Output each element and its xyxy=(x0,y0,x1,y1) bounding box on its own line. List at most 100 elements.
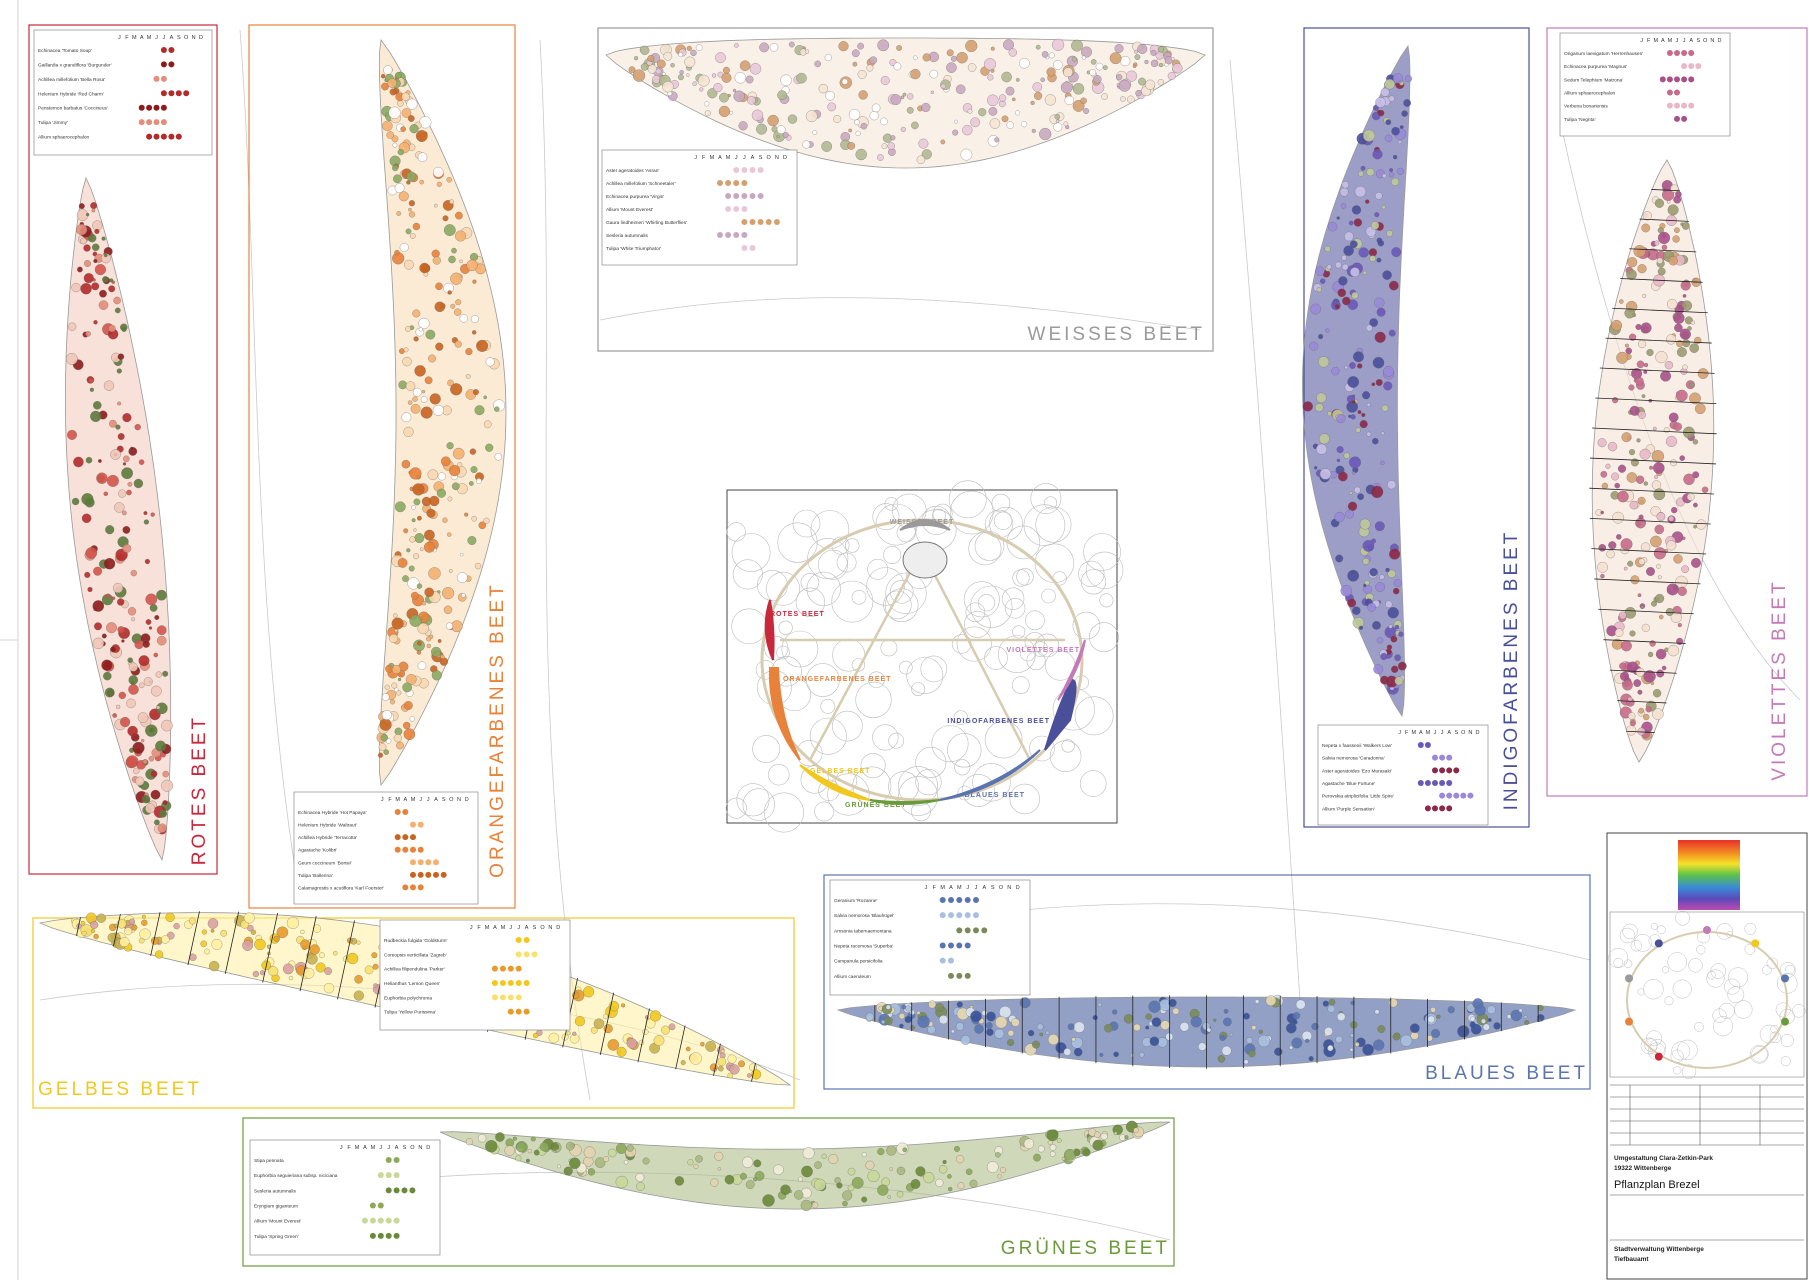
plant xyxy=(402,356,412,367)
plant xyxy=(380,734,388,742)
bloom-dot xyxy=(369,1217,376,1224)
client-name: Stadtverwaltung Wittenberge xyxy=(1614,1246,1704,1253)
plant-name: Coreopsis verticillata 'Zagreb' xyxy=(384,952,447,958)
plant xyxy=(439,657,449,666)
plant xyxy=(1627,257,1638,268)
plant xyxy=(85,331,91,337)
plant xyxy=(1369,318,1379,327)
plant xyxy=(1362,1043,1374,1056)
plant xyxy=(921,102,931,113)
bloom-dot xyxy=(1681,102,1688,109)
plant xyxy=(1651,480,1662,490)
plant xyxy=(108,324,116,333)
plant xyxy=(1274,1047,1283,1056)
plant xyxy=(1109,52,1122,65)
month-label: D xyxy=(465,797,469,803)
plant-name: Tulipa 'Yellow Purissima' xyxy=(384,1010,436,1016)
plant xyxy=(123,455,130,463)
plant xyxy=(450,383,463,396)
plant xyxy=(117,353,125,360)
month-label: M xyxy=(411,797,416,803)
legend-box xyxy=(1317,724,1489,826)
plant xyxy=(995,1016,1008,1029)
bloom-dot xyxy=(160,104,167,111)
tree-symbol xyxy=(820,698,836,714)
plant xyxy=(242,940,253,951)
plant xyxy=(724,1174,735,1185)
plant xyxy=(466,259,478,271)
plant xyxy=(141,738,145,743)
plant xyxy=(143,511,148,516)
bloom-dot xyxy=(168,90,175,97)
plant xyxy=(1048,52,1055,59)
plant xyxy=(1112,1009,1118,1015)
plant xyxy=(1335,261,1342,269)
plant xyxy=(220,929,228,937)
overview-bed xyxy=(869,799,941,805)
bloom-dot xyxy=(410,834,416,841)
plant xyxy=(454,340,462,348)
plant xyxy=(1389,168,1394,173)
plant xyxy=(1611,472,1620,481)
plant xyxy=(93,566,103,576)
plant xyxy=(435,282,443,291)
mini-tree xyxy=(1656,925,1666,935)
plant xyxy=(409,233,416,239)
mini-tree xyxy=(1696,945,1706,955)
plant xyxy=(117,626,125,634)
grid-line xyxy=(337,920,355,1000)
overview-bed xyxy=(764,599,775,661)
bloom-dot xyxy=(146,119,153,126)
plant xyxy=(1657,231,1671,244)
plant xyxy=(1071,1037,1076,1042)
plant xyxy=(111,596,116,600)
plant xyxy=(381,710,392,720)
plant xyxy=(927,1025,936,1034)
plant xyxy=(447,290,452,295)
bloom-dot xyxy=(153,75,160,82)
plant xyxy=(145,724,158,737)
plant xyxy=(407,400,413,405)
plant xyxy=(138,682,145,689)
plant-name: Allium sphaerocephalon xyxy=(38,135,90,141)
plant xyxy=(1397,140,1402,144)
tree-symbol xyxy=(725,797,747,819)
plant xyxy=(141,914,146,919)
plant xyxy=(1001,71,1012,83)
plant xyxy=(133,767,140,775)
month-label: J xyxy=(118,35,121,41)
plant xyxy=(121,327,127,332)
plant xyxy=(122,526,131,534)
bloom-dot xyxy=(1659,76,1666,83)
plant xyxy=(1391,665,1399,673)
plant-name: Eryngium giganteum xyxy=(254,1204,298,1210)
plant xyxy=(476,478,482,484)
plant xyxy=(128,918,135,925)
plant xyxy=(1060,81,1073,94)
plant xyxy=(447,496,453,502)
plant xyxy=(118,691,126,700)
tree-symbol xyxy=(1026,651,1046,671)
plant xyxy=(346,952,359,965)
tree-symbol xyxy=(948,480,987,519)
month-label: J xyxy=(694,155,697,161)
plant xyxy=(1145,1013,1152,1020)
plant xyxy=(117,598,125,606)
grid-line xyxy=(299,916,317,992)
plant xyxy=(1389,548,1401,560)
tree-symbol xyxy=(956,626,992,662)
plant xyxy=(1037,1145,1045,1153)
mini-bed xyxy=(1780,974,1789,983)
plant xyxy=(861,1152,867,1158)
plant xyxy=(204,948,210,955)
month-label: F xyxy=(1405,730,1409,736)
plant xyxy=(857,69,867,79)
plant xyxy=(1620,640,1632,652)
plant xyxy=(1654,240,1660,246)
plant xyxy=(1040,77,1045,83)
plant xyxy=(1637,593,1642,598)
plant xyxy=(1649,465,1654,470)
bloom-dot xyxy=(160,133,167,140)
plant xyxy=(155,950,164,959)
